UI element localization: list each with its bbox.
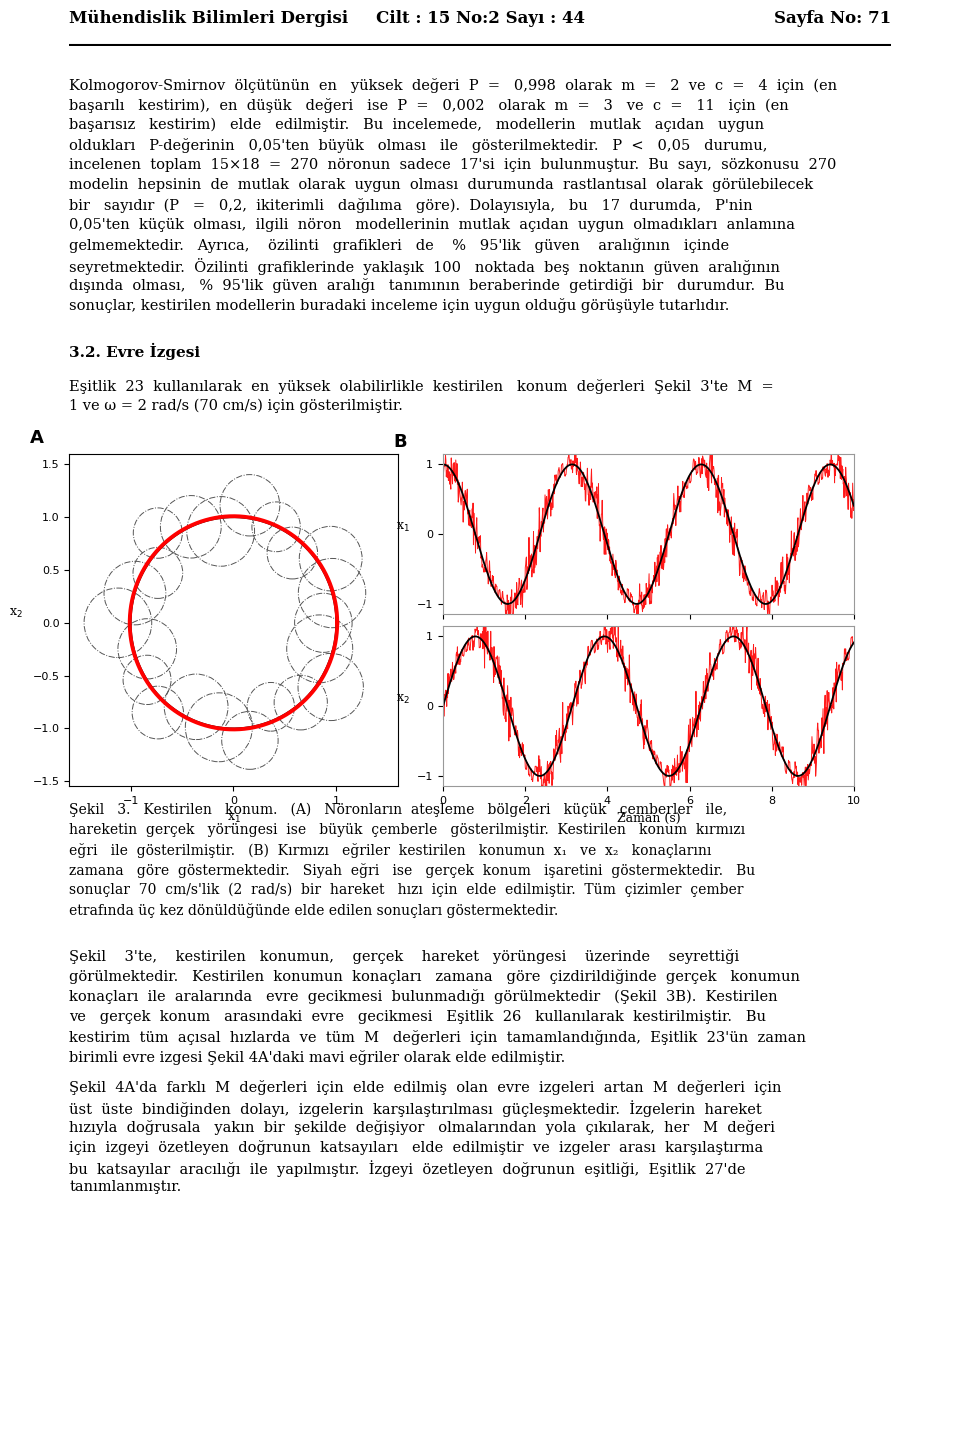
Text: kestirim  tüm  açısal  hızlarda  ve  tüm  M   değerleri  için  tamamlandığında, : kestirim tüm açısal hızlarda ve tüm M de… bbox=[69, 1030, 806, 1044]
Text: için  izgeyi  özetleyen  doğrunun  katsayıları   elde  edilmiştir  ve  izgeler  : için izgeyi özetleyen doğrunun katsayıla… bbox=[69, 1140, 763, 1155]
Text: görülmektedir.   Kestirilen  konumun  konaçları   zamana   göre  çizdirildiğinde: görülmektedir. Kestirilen konumun konaçl… bbox=[69, 969, 800, 985]
Text: sonuçlar, kestirilen modellerin buradaki inceleme için uygun olduğu görüşüyle tu: sonuçlar, kestirilen modellerin buradaki… bbox=[69, 299, 730, 313]
Text: 1 ve ω = 2 rad/s (70 cm/s) için gösterilmiştir.: 1 ve ω = 2 rad/s (70 cm/s) için gösteril… bbox=[69, 399, 403, 414]
Text: hareketin  gerçek   yörüngesi  ise   büyük  çemberle   gösterilmiştir.  Kestiril: hareketin gerçek yörüngesi ise büyük çem… bbox=[69, 823, 745, 837]
Text: bir   sayıdır  (P   =   0,2,  ikiterimli   dağılıma   göre).  Dolayısıyla,   bu : bir sayıdır (P = 0,2, ikiterimli dağılım… bbox=[69, 198, 753, 213]
Text: Şekil   3.   Kestirilen   konum.   (A)   Nöronların  ateşleme   bölgeleri   küçü: Şekil 3. Kestirilen konum. (A) Nöronları… bbox=[69, 803, 728, 817]
Text: Kolmogorov-Smirnov  ölçütünün  en   yüksek  değeri  P  =   0,998  olarak  m  =  : Kolmogorov-Smirnov ölçütünün en yüksek d… bbox=[69, 78, 837, 92]
Text: tanımlanmıştır.: tanımlanmıştır. bbox=[69, 1180, 181, 1195]
Text: B: B bbox=[394, 432, 407, 451]
Text: başarılı   kestirim),  en  düşük   değeri   ise  P  =   0,002   olarak  m  =   3: başarılı kestirim), en düşük değeri ise … bbox=[69, 98, 789, 112]
Text: 0,05'ten  küçük  olması,  ilgili  nöron   modellerinin  mutlak  açıdan  uygun  o: 0,05'ten küçük olması, ilgili nöron mode… bbox=[69, 218, 795, 233]
Text: bu  katsayılar  aracılığı  ile  yapılmıştır.  İzgeyi  özetleyen  doğrunun  eşitl: bu katsayılar aracılığı ile yapılmıştır.… bbox=[69, 1160, 746, 1178]
Text: hızıyla  doğrusala   yakın  bir  şekilde  değişiyor   olmalarından  yola  çıkıla: hızıyla doğrusala yakın bir şekilde deği… bbox=[69, 1120, 775, 1134]
Text: A: A bbox=[30, 429, 43, 447]
Text: dışında  olması,   %  95'lik  güven  aralığı   tanımının  beraberinde  getirdiği: dışında olması, % 95'lik güven aralığı t… bbox=[69, 279, 784, 293]
X-axis label: Zaman (s): Zaman (s) bbox=[616, 811, 681, 824]
Text: seyretmektedir.  Özilinti  grafiklerinde  yaklaşık  100   noktada  beş  noktanın: seyretmektedir. Özilinti grafiklerinde y… bbox=[69, 258, 780, 276]
Text: birimli evre izgesi Şekil 4A'daki mavi eğriler olarak elde edilmiştir.: birimli evre izgesi Şekil 4A'daki mavi e… bbox=[69, 1050, 565, 1064]
Text: Şekil    3'te,    kestirilen   konumun,    gerçek    hareket   yörüngesi    üzer: Şekil 3'te, kestirilen konumun, gerçek h… bbox=[69, 949, 739, 965]
Text: Sayfa No: 71: Sayfa No: 71 bbox=[774, 10, 891, 27]
Text: Cilt : 15 No:2 Sayı : 44: Cilt : 15 No:2 Sayı : 44 bbox=[375, 10, 585, 27]
Text: Mühendislik Bilimleri Dergisi: Mühendislik Bilimleri Dergisi bbox=[69, 10, 348, 27]
Text: sonuçlar  70  cm/s'lik  (2  rad/s)  bir  hareket   hızı  için  elde  edilmiştir.: sonuçlar 70 cm/s'lik (2 rad/s) bir harek… bbox=[69, 883, 744, 898]
Y-axis label: x$_1$: x$_1$ bbox=[396, 521, 410, 534]
Text: gelmemektedir.   Ayrıca,    özilinti   grafikleri   de    %   95'lik   güven    : gelmemektedir. Ayrıca, özilinti grafikle… bbox=[69, 238, 730, 253]
Text: etrafında üç kez dönüldüğünde elde edilen sonuçları göstermektedir.: etrafında üç kez dönüldüğünde elde edile… bbox=[69, 903, 559, 918]
Text: Eşitlik  23  kullanılarak  en  yüksek  olabilirlikle  kestirilen   konum  değerl: Eşitlik 23 kullanılarak en yüksek olabil… bbox=[69, 379, 774, 393]
X-axis label: x$_1$: x$_1$ bbox=[227, 811, 240, 824]
Text: incelenen  toplam  15×18  =  270  nöronun  sadece  17'si  için  bulunmuştur.  Bu: incelenen toplam 15×18 = 270 nöronun sad… bbox=[69, 158, 836, 172]
Text: eğri   ile  gösterilmiştir.   (B)  Kırmızı   eğriler  kestirilen   konumun  x₁  : eğri ile gösterilmiştir. (B) Kırmızı eğr… bbox=[69, 843, 711, 857]
Text: Şekil  4A'da  farklı  M  değerleri  için  elde  edilmiş  olan  evre  izgeleri  a: Şekil 4A'da farklı M değerleri için elde… bbox=[69, 1080, 781, 1094]
Text: oldukları   P-değerinin   0,05'ten  büyük   olması   ile   gösterilmektedir.   P: oldukları P-değerinin 0,05'ten büyük olm… bbox=[69, 138, 768, 152]
Text: 3.2. Evre İzgesi: 3.2. Evre İzgesi bbox=[69, 343, 201, 360]
Text: üst  üste  bindiğinden  dolayı,  izgelerin  karşılaştırılması  güçleşmektedir.  : üst üste bindiğinden dolayı, izgelerin k… bbox=[69, 1100, 762, 1117]
Y-axis label: x$_2$: x$_2$ bbox=[396, 694, 410, 707]
Text: konaçları  ile  aralarında   evre  gecikmesi  bulunmadığı  görülmektedir   (Şeki: konaçları ile aralarında evre gecikmesi … bbox=[69, 989, 778, 1004]
Y-axis label: x$_2$: x$_2$ bbox=[9, 607, 23, 620]
Text: modelin  hepsinin  de  mutlak  olarak  uygun  olması  durumunda  rastlantısal  o: modelin hepsinin de mutlak olarak uygun … bbox=[69, 178, 813, 192]
Text: zamana   göre  göstermektedir.   Siyah  eğri   ise   gerçek  konum   işaretini  : zamana göre göstermektedir. Siyah eğri i… bbox=[69, 863, 756, 877]
Text: başarısız   kestirim)   elde   edilmiştir.   Bu  incelemede,   modellerin   mutl: başarısız kestirim) elde edilmiştir. Bu … bbox=[69, 118, 764, 132]
Text: ve   gerçek  konum   arasındaki  evre   gecikmesi   Eşitlik  26   kullanılarak  : ve gerçek konum arasındaki evre gecikmes… bbox=[69, 1010, 766, 1024]
